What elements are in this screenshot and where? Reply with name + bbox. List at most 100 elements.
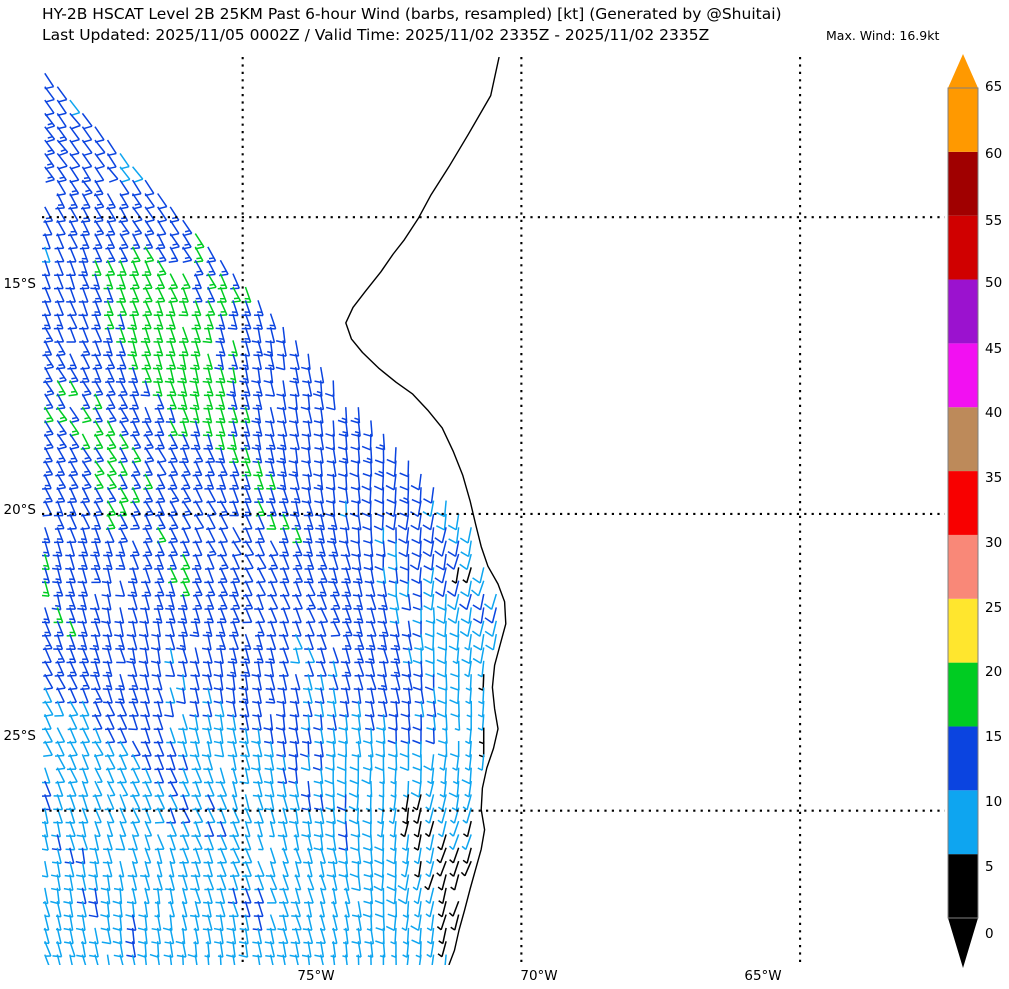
wind-barb [192, 527, 203, 544]
wind-barb [255, 607, 266, 624]
wind-barb [144, 219, 155, 237]
wind-barb [226, 366, 237, 384]
wind-barb [119, 193, 129, 210]
wind-barb [374, 901, 385, 918]
wind-barb [434, 567, 447, 584]
wind-barb [178, 300, 189, 317]
wind-barb [265, 647, 276, 664]
wind-barb [168, 460, 179, 477]
wind-barb [423, 487, 435, 504]
wind-barb [55, 647, 66, 664]
wind-barb [69, 179, 80, 197]
wind-barb [205, 794, 216, 811]
wind-barb [255, 620, 265, 637]
wind-barb [423, 593, 435, 611]
wind-barb [194, 233, 205, 250]
wind-barb [77, 527, 88, 544]
wind-barb [374, 460, 385, 478]
wind-barb [276, 393, 287, 411]
wind-barb [130, 807, 141, 824]
wind-barb [116, 353, 127, 370]
wind-barb [438, 887, 447, 905]
wind-barb [156, 259, 167, 277]
wind-barb [301, 473, 312, 491]
wind-barb [105, 366, 115, 384]
wind-barb [447, 513, 460, 531]
colorbar-segment [948, 279, 978, 344]
wind-barb [100, 874, 111, 892]
wind-barb [42, 807, 49, 825]
wind-barb [103, 273, 114, 290]
wind-barb [239, 714, 250, 731]
wind-barb [449, 740, 460, 758]
wind-barb [190, 727, 200, 744]
wind-barb [437, 794, 447, 811]
wind-barb [227, 647, 238, 664]
wind-barb [301, 941, 312, 958]
wind-barb [177, 607, 188, 624]
wind-barb [192, 767, 203, 784]
wind-barb [63, 901, 74, 918]
wind-barb [265, 687, 276, 704]
wind-barb [377, 674, 388, 691]
wind-barb [410, 513, 422, 531]
wind-barb [191, 847, 202, 864]
wind-barb [67, 513, 78, 530]
wind-barb [437, 687, 447, 705]
wind-barb [192, 286, 203, 303]
wind-barb [68, 366, 79, 384]
wind-barb [385, 914, 397, 932]
wind-barb [436, 500, 447, 518]
wind-barb [169, 219, 180, 237]
wind-barb [142, 767, 153, 784]
wind-barb [413, 887, 422, 905]
wind-barb [202, 700, 213, 718]
wind-barb [68, 473, 79, 490]
wind-barb [351, 687, 362, 705]
wind-barb [462, 807, 472, 824]
wind-barb [436, 513, 447, 531]
wind-barb [42, 834, 49, 851]
wind-barb [437, 820, 447, 838]
wind-barb [362, 901, 373, 918]
wind-barb [213, 660, 224, 678]
wind-barb [155, 273, 166, 290]
colorbar-tick-label: 20 [985, 664, 1003, 680]
wind-barb [141, 259, 152, 277]
wind-barb [139, 674, 150, 691]
colorbar-segment [948, 854, 978, 918]
wind-barb [144, 954, 147, 965]
wind-barb [181, 954, 184, 965]
wind-barb [80, 353, 91, 370]
wind-barb [177, 366, 188, 384]
wind-barb [280, 593, 291, 611]
wind-barb [414, 700, 425, 718]
wind-barb [353, 620, 364, 638]
wind-barb [104, 527, 115, 544]
wind-barb [127, 313, 138, 330]
wind-barb [229, 500, 240, 517]
wind-barb [460, 607, 472, 624]
wind-barb [459, 527, 472, 544]
wind-barb [305, 647, 316, 664]
wind-barb [119, 820, 127, 837]
wind-barb [176, 941, 187, 958]
wind-barb [332, 954, 336, 965]
wind-barb [361, 473, 372, 491]
wind-barb [449, 834, 460, 851]
wind-barb [202, 326, 213, 344]
wind-barb [94, 420, 104, 437]
wind-barb [43, 660, 53, 677]
wind-barb [252, 687, 262, 704]
wind-barb [300, 754, 311, 771]
wind-barb [169, 206, 180, 223]
wind-barb [81, 740, 90, 757]
wind-barb [277, 420, 288, 437]
wind-barb [119, 794, 127, 811]
wind-barb [385, 513, 397, 531]
wind-barb [130, 753, 141, 771]
wind-barb [94, 166, 105, 183]
wind-barb [288, 807, 299, 825]
wind-barb [201, 740, 212, 758]
wind-barb [450, 914, 460, 931]
